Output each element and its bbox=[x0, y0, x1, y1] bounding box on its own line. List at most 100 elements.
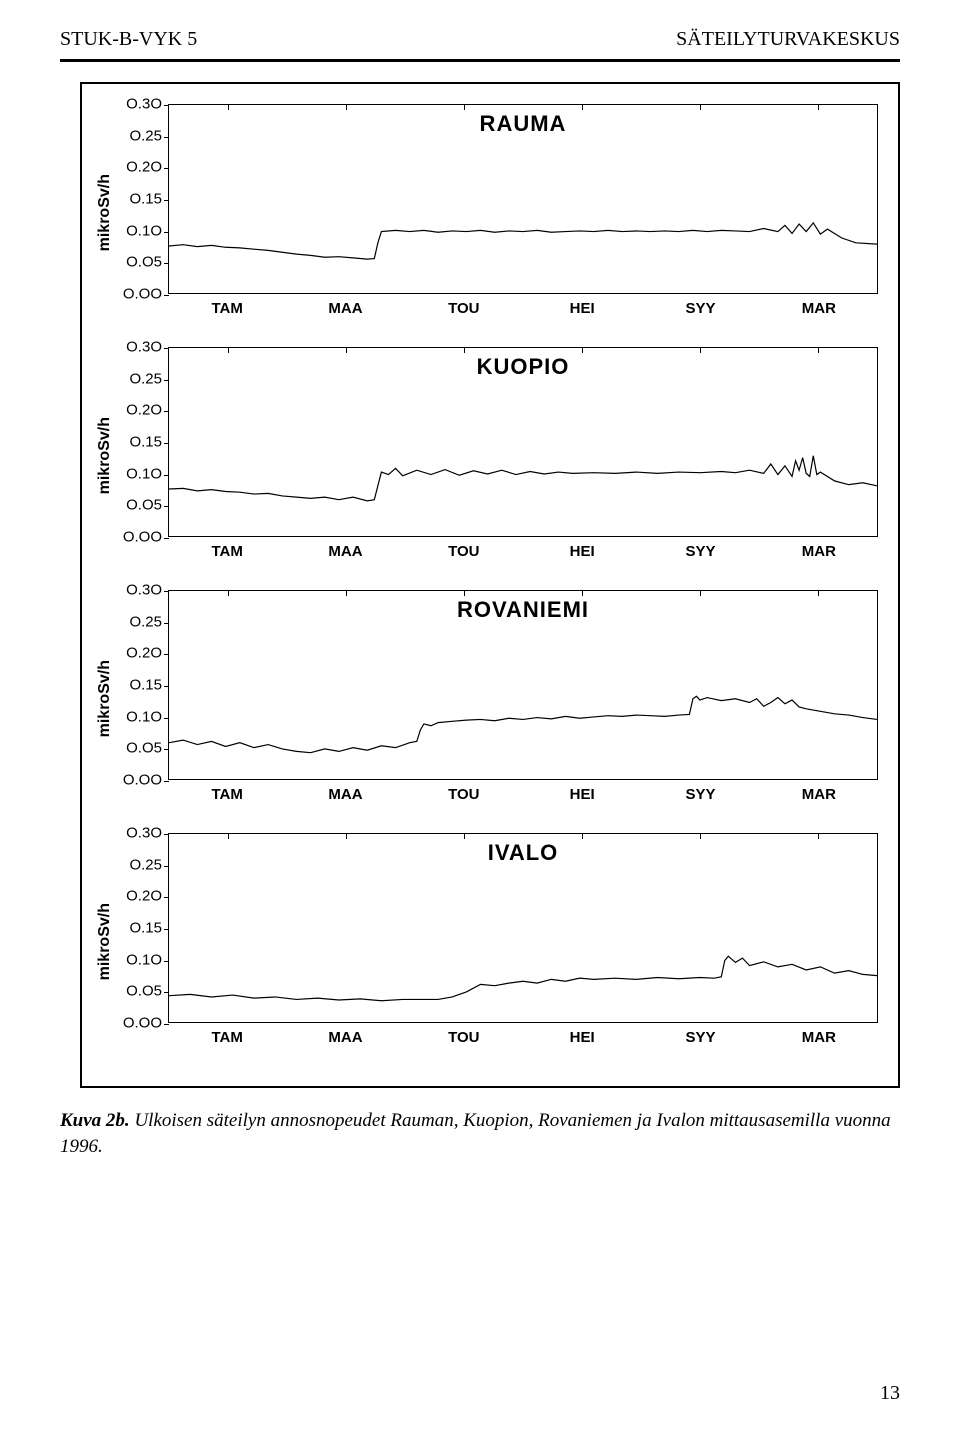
x-tick-mark bbox=[346, 591, 347, 596]
x-tick-mark bbox=[464, 591, 465, 596]
x-tick-mark bbox=[228, 591, 229, 596]
x-tick-label: TAM bbox=[211, 786, 242, 803]
x-tick-mark bbox=[582, 591, 583, 596]
y-tick-label: O.2O bbox=[118, 645, 162, 662]
x-tick-mark bbox=[228, 348, 229, 353]
x-tick-mark bbox=[464, 105, 465, 110]
plot-frame: KUOPIO bbox=[168, 347, 878, 537]
y-tick-label: O.O5 bbox=[118, 740, 162, 757]
y-tick-label: O.15 bbox=[118, 434, 162, 451]
x-tick-mark bbox=[228, 105, 229, 110]
y-tick-mark bbox=[164, 295, 169, 296]
y-tick-label: O.2O bbox=[118, 888, 162, 905]
x-tick-mark bbox=[464, 834, 465, 839]
trace bbox=[169, 834, 877, 1022]
caption-text: Ulkoisen säteilyn annosnopeudet Rauman, … bbox=[60, 1110, 891, 1157]
plot-frame: IVALO bbox=[168, 833, 878, 1023]
y-tick-label: O.3O bbox=[118, 582, 162, 599]
x-tick-mark bbox=[582, 348, 583, 353]
x-tick-label: SYY bbox=[685, 300, 715, 317]
x-tick-mark bbox=[818, 105, 819, 110]
x-tick-mark bbox=[700, 105, 701, 110]
y-tick-label: O.O5 bbox=[118, 497, 162, 514]
x-ticks: TAM MAA TOU HEI SYY MAR bbox=[168, 541, 878, 565]
x-tick-label: TAM bbox=[211, 300, 242, 317]
x-tick-mark bbox=[818, 591, 819, 596]
x-tick-mark bbox=[346, 105, 347, 110]
y-ticks: O.OOO.O5O.1OO.15O.2OO.25O.3O bbox=[118, 104, 166, 294]
x-tick-label: TOU bbox=[448, 543, 479, 560]
x-tick-label: HEI bbox=[570, 543, 595, 560]
x-tick-label: TAM bbox=[211, 543, 242, 560]
x-tick-mark bbox=[464, 348, 465, 353]
y-tick-label: O.O5 bbox=[118, 983, 162, 1000]
chart-block: mikroSv/hO.OOO.O5O.1OO.15O.2OO.25O.3OIVA… bbox=[92, 833, 878, 1051]
y-tick-mark bbox=[164, 1024, 169, 1025]
x-tick-label: MAR bbox=[802, 543, 836, 560]
x-tick-label: TOU bbox=[448, 1029, 479, 1046]
x-tick-mark bbox=[700, 591, 701, 596]
x-ticks: TAM MAA TOU HEI SYY MAR bbox=[168, 784, 878, 808]
trace bbox=[169, 591, 877, 779]
x-tick-label: MAR bbox=[802, 786, 836, 803]
caption-label: Kuva 2b. bbox=[60, 1110, 130, 1131]
trace bbox=[169, 105, 877, 293]
x-tick-label: MAA bbox=[328, 543, 362, 560]
y-tick-label: O.25 bbox=[118, 370, 162, 387]
x-tick-label: TOU bbox=[448, 786, 479, 803]
y-axis-label: mikroSv/h bbox=[92, 417, 118, 494]
chart-area: O.OOO.O5O.1OO.15O.2OO.25O.3ORAUMATAMMAAT… bbox=[118, 104, 878, 322]
y-tick-label: O.OO bbox=[118, 1015, 162, 1032]
chart-block: mikroSv/hO.OOO.O5O.1OO.15O.2OO.25O.3OKUO… bbox=[92, 347, 878, 565]
x-tick-mark bbox=[700, 834, 701, 839]
page-number: 13 bbox=[880, 1382, 900, 1405]
y-ticks: O.OOO.O5O.1OO.15O.2OO.25O.3O bbox=[118, 347, 166, 537]
x-tick-label: SYY bbox=[685, 1029, 715, 1046]
y-tick-label: O.15 bbox=[118, 920, 162, 937]
y-tick-label: O.25 bbox=[118, 127, 162, 144]
y-tick-label: O.25 bbox=[118, 856, 162, 873]
chart-area: O.OOO.O5O.1OO.15O.2OO.25O.3OIVALOTAMMAAT… bbox=[118, 833, 878, 1051]
y-tick-label: O.1O bbox=[118, 708, 162, 725]
y-tick-mark bbox=[164, 781, 169, 782]
y-tick-label: O.OO bbox=[118, 286, 162, 303]
y-tick-label: O.1O bbox=[118, 465, 162, 482]
plot-frame: RAUMA bbox=[168, 104, 878, 294]
y-tick-label: O.3O bbox=[118, 825, 162, 842]
y-tick-label: O.1O bbox=[118, 222, 162, 239]
x-tick-mark bbox=[582, 105, 583, 110]
x-tick-mark bbox=[228, 834, 229, 839]
figure-box: mikroSv/h O.OO O.O5 O.1O O.15 O.2O O.25 O.3O RAU… bbox=[80, 82, 900, 1088]
x-tick-label: TOU bbox=[448, 300, 479, 317]
y-tick-label: O.OO bbox=[118, 529, 162, 546]
y-tick-label: O.2O bbox=[118, 402, 162, 419]
y-axis-label: mikroSv/h bbox=[92, 660, 118, 737]
y-tick-label: O.3O bbox=[118, 339, 162, 356]
x-tick-mark bbox=[346, 834, 347, 839]
x-tick-label: HEI bbox=[570, 786, 595, 803]
x-tick-label: MAR bbox=[802, 300, 836, 317]
x-tick-label: MAA bbox=[328, 786, 362, 803]
y-tick-label: O.3O bbox=[118, 96, 162, 113]
x-ticks: TAM MAA TOU HEI SYY MAR bbox=[168, 298, 878, 322]
trace bbox=[169, 348, 877, 536]
x-tick-label: HEI bbox=[570, 1029, 595, 1046]
y-tick-label: O.2O bbox=[118, 159, 162, 176]
y-tick-label: O.O5 bbox=[118, 254, 162, 271]
x-tick-label: SYY bbox=[685, 786, 715, 803]
x-tick-mark bbox=[818, 348, 819, 353]
y-tick-label: O.1O bbox=[118, 951, 162, 968]
x-tick-label: MAA bbox=[328, 300, 362, 317]
header-right: SÄTEILYTURVAKESKUS bbox=[676, 28, 900, 51]
x-tick-label: SYY bbox=[685, 543, 715, 560]
figure-caption: Kuva 2b. Ulkoisen säteilyn annosnopeudet… bbox=[60, 1108, 900, 1159]
y-tick-mark bbox=[164, 538, 169, 539]
y-ticks: O.OOO.O5O.1OO.15O.2OO.25O.3O bbox=[118, 590, 166, 780]
x-tick-label: MAA bbox=[328, 1029, 362, 1046]
chart-area: O.OOO.O5O.1OO.15O.2OO.25O.3OKUOPIOTAMMAA… bbox=[118, 347, 878, 565]
x-tick-mark bbox=[346, 348, 347, 353]
x-tick-label: HEI bbox=[570, 300, 595, 317]
x-tick-label: MAR bbox=[802, 1029, 836, 1046]
y-axis-label: mikroSv/h bbox=[92, 174, 118, 251]
y-tick-label: O.15 bbox=[118, 677, 162, 694]
